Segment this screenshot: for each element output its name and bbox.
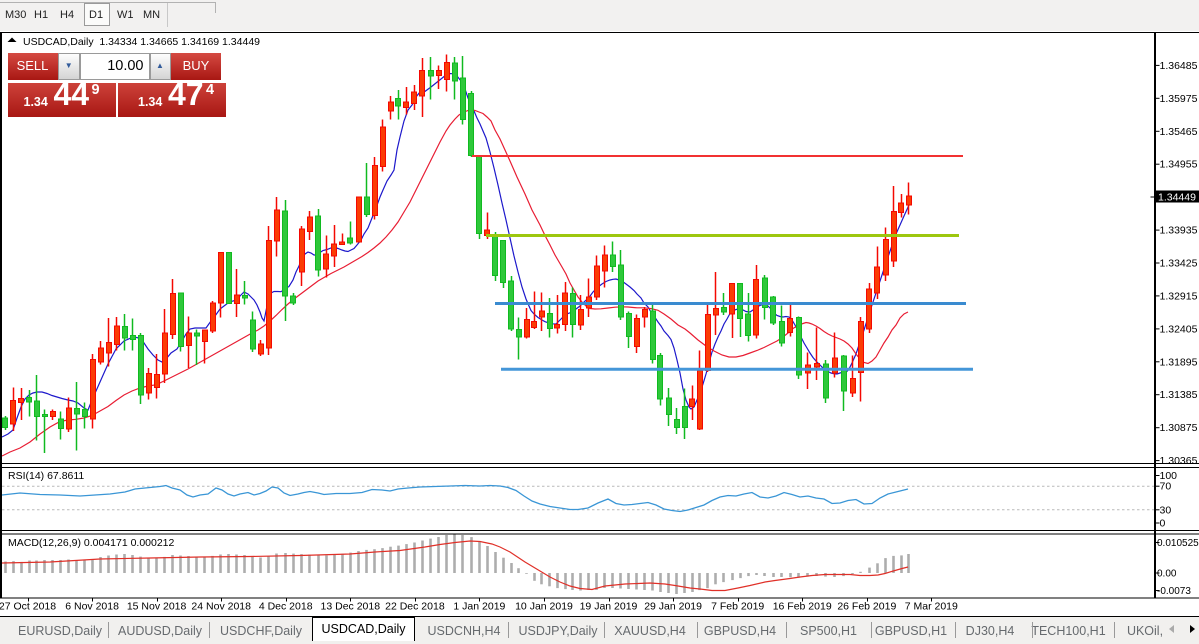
svg-text:13 Dec 2018: 13 Dec 2018	[321, 601, 381, 613]
svg-text:1.33425: 1.33425	[1160, 258, 1198, 270]
svg-text:0.010525: 0.010525	[1157, 538, 1199, 549]
svg-text:0.00: 0.00	[1157, 569, 1177, 580]
svg-text:1 Jan 2019: 1 Jan 2019	[453, 601, 505, 613]
svg-text:1.32405: 1.32405	[1160, 323, 1198, 335]
svg-text:70: 70	[1160, 481, 1172, 493]
svg-text:100: 100	[1160, 470, 1178, 482]
svg-text:1.34449: 1.34449	[1158, 191, 1196, 203]
svg-text:1.35975: 1.35975	[1160, 93, 1198, 105]
svg-text:1.35465: 1.35465	[1160, 126, 1198, 138]
svg-text:16 Feb 2019: 16 Feb 2019	[773, 601, 832, 613]
svg-text:MACD(12,26,9) 0.004171 0.00021: MACD(12,26,9) 0.004171 0.000212	[8, 537, 175, 549]
svg-text:26 Feb 2019: 26 Feb 2019	[837, 601, 896, 613]
svg-text:27 Oct 2018: 27 Oct 2018	[0, 601, 56, 613]
svg-text:29 Jan 2019: 29 Jan 2019	[644, 601, 702, 613]
svg-text:1.33935: 1.33935	[1160, 225, 1198, 237]
svg-text:1.34955: 1.34955	[1160, 159, 1198, 171]
svg-text:7 Feb 2019: 7 Feb 2019	[711, 601, 764, 613]
svg-text:7 Mar 2019: 7 Mar 2019	[905, 601, 958, 613]
svg-text:1.32915: 1.32915	[1160, 290, 1198, 302]
svg-text:USDCAD,Daily 1.34334 1.34665: USDCAD,Daily 1.34334 1.34665 1.34169 1.3…	[23, 36, 260, 48]
svg-text:4 Dec 2018: 4 Dec 2018	[259, 601, 313, 613]
svg-text:15 Nov 2018: 15 Nov 2018	[127, 601, 187, 613]
svg-text:1.31385: 1.31385	[1160, 389, 1198, 401]
svg-text:24 Nov 2018: 24 Nov 2018	[191, 601, 251, 613]
svg-text:1.30365: 1.30365	[1160, 455, 1198, 467]
svg-text:6 Nov 2018: 6 Nov 2018	[65, 601, 119, 613]
svg-text:1.30875: 1.30875	[1160, 422, 1198, 434]
svg-text:-0.0073: -0.0073	[1157, 586, 1191, 597]
svg-text:1.31895: 1.31895	[1160, 356, 1198, 368]
svg-text:30: 30	[1160, 504, 1172, 516]
svg-text:10 Jan 2019: 10 Jan 2019	[515, 601, 573, 613]
svg-text:1.36485: 1.36485	[1160, 60, 1198, 72]
svg-text:0: 0	[1160, 518, 1166, 530]
svg-text:RSI(14) 67.8611: RSI(14) 67.8611	[8, 470, 84, 482]
svg-text:22 Dec 2018: 22 Dec 2018	[385, 601, 445, 613]
svg-text:19 Jan 2019: 19 Jan 2019	[580, 601, 638, 613]
